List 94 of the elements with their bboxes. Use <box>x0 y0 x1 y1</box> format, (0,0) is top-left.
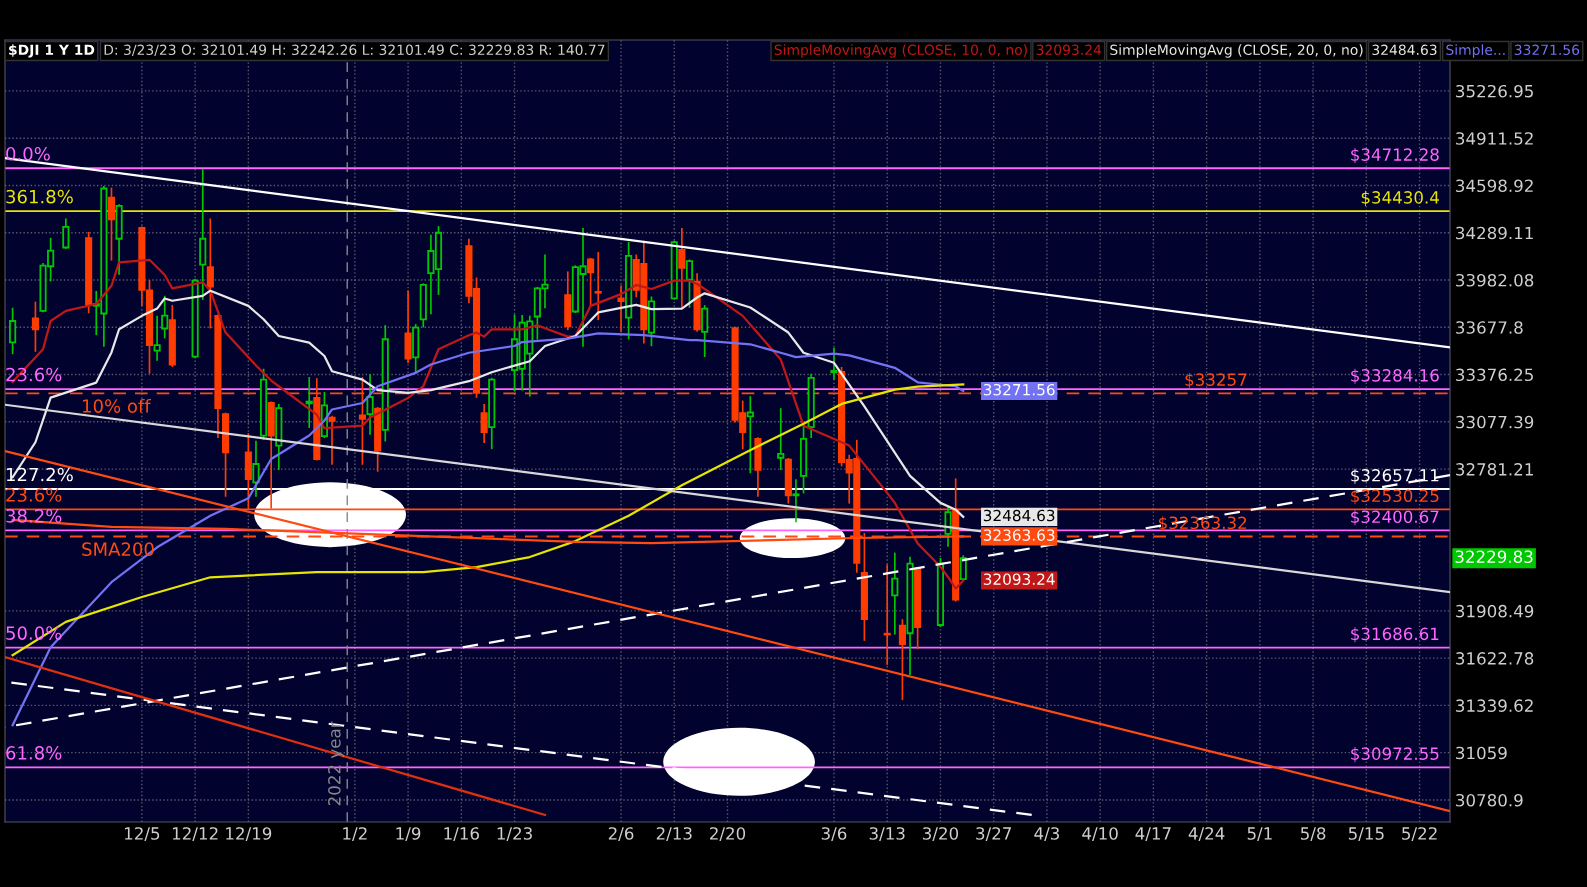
x-tick-label: 2/6 <box>608 827 634 842</box>
ref-line-label: $33257 <box>1185 373 1247 389</box>
candlestick <box>62 218 70 249</box>
candlestick <box>480 403 488 444</box>
candlestick <box>678 227 686 309</box>
y-tick-label: 30780.9 <box>1456 793 1523 807</box>
x-tick-label: 1/16 <box>444 827 479 842</box>
y-tick-label: 31908.49 <box>1456 604 1534 618</box>
annotation: 61.8% <box>6 746 62 760</box>
ref-line-label: $31686.61 <box>1351 627 1439 643</box>
candlestick <box>944 505 952 547</box>
y-tick-label: 33982.08 <box>1456 273 1534 287</box>
y-tick-label: 34911.52 <box>1456 132 1533 145</box>
x-tick-label: 4/17 <box>1135 827 1171 842</box>
data-label: 32363.63 <box>983 529 1055 541</box>
x-tick-label: 3/27 <box>976 827 1011 842</box>
y-tick-label: 31622.78 <box>1456 652 1534 665</box>
text: Simple... <box>1446 44 1505 58</box>
x-tick-label: 4/10 <box>1082 827 1118 842</box>
data-label: 32484.63 <box>983 509 1055 522</box>
x-tick-label: 3/13 <box>869 827 905 842</box>
text: SimpleMovingAvg (CLOSE, 20, 0, no) <box>1110 44 1363 58</box>
text: 32484.63 <box>1372 44 1437 56</box>
x-tick-label: 12/19 <box>226 827 272 842</box>
ref-line-label: $32400.67 <box>1351 510 1439 526</box>
candlestick <box>366 374 374 435</box>
x-tick-label: 5/22 <box>1402 827 1437 842</box>
x-tick-label: 5/15 <box>1348 827 1384 842</box>
annotation: 127.2% <box>6 467 73 482</box>
text: 32229.83 <box>1455 550 1533 564</box>
y-tick-label: 32781.21 <box>1456 463 1533 476</box>
x-tick-label: 5/1 <box>1247 827 1272 842</box>
x-tick-label: 5/8 <box>1300 827 1326 842</box>
chart-subtitle: D: 3/23/23 O: 32101.49 H: 32242.26 L: 32101.49 C: 32229.83 R: 140.77 <box>104 44 605 57</box>
y-tick-label: 33677.8 <box>1456 321 1523 334</box>
candlestick <box>305 377 313 428</box>
candlestick <box>594 252 602 321</box>
candlestick <box>587 257 595 307</box>
candlestick <box>328 415 336 465</box>
candlestick <box>153 315 161 361</box>
candlestick <box>898 619 906 701</box>
ref-line-label: 2022 year <box>328 721 344 806</box>
candlestick <box>31 301 39 352</box>
annotation: 23.6% <box>6 488 62 502</box>
x-tick-label: 2/20 <box>710 827 746 842</box>
x-tick-label: 3/20 <box>923 827 959 842</box>
x-tick-label: 12/12 <box>172 827 218 842</box>
ref-line-label: $32657.11 <box>1351 468 1439 484</box>
ref-line-label: $34712.28 <box>1351 147 1439 164</box>
candlestick <box>206 218 214 329</box>
y-tick-label: 34289.11 <box>1456 226 1533 240</box>
annotation: 38.2% <box>6 509 62 523</box>
candlestick <box>891 552 899 635</box>
data-label: 32093.24 <box>983 573 1055 585</box>
data-label: 33271.56 <box>983 383 1055 396</box>
candlestick <box>777 408 785 470</box>
candlestick <box>9 307 17 355</box>
candlestick <box>617 285 625 332</box>
candlestick <box>685 259 694 308</box>
x-tick-label: 4/24 <box>1188 827 1225 842</box>
candlestick <box>358 377 367 465</box>
ref-line-label: $30972.55 <box>1351 747 1439 763</box>
candlestick <box>830 347 838 380</box>
ref-line-label: $32363.32 <box>1158 516 1247 532</box>
y-tick-label: 34598.92 <box>1456 179 1533 193</box>
ref-line-label: $32530.25 <box>1351 489 1439 505</box>
x-tick-label: 1/23 <box>497 827 532 842</box>
chart-title: $DJI 1 Y 1D <box>9 44 95 58</box>
annotation: 0.0% <box>6 146 50 161</box>
annotation: 10% off <box>83 398 152 413</box>
x-tick-label: 2/13 <box>656 827 692 842</box>
y-tick-label: 31339.62 <box>1456 699 1533 712</box>
x-tick-label: 12/5 <box>125 827 160 842</box>
x-tick-label: 3/6 <box>821 827 847 842</box>
x-tick-label: 1/9 <box>396 827 421 842</box>
y-tick-label: 31059 <box>1456 746 1507 760</box>
text: SimpleMovingAvg (CLOSE, 10, 0, no) <box>774 44 1027 58</box>
y-tick-label: 35226.95 <box>1456 84 1533 98</box>
candlestick <box>107 187 116 261</box>
candlestick <box>161 295 169 339</box>
y-tick-label: 33376.25 <box>1456 368 1533 382</box>
text: 32093.24 <box>1036 44 1102 56</box>
annotation: 361.8% <box>6 189 73 204</box>
candlestick <box>252 440 260 497</box>
x-tick-label: 1/2 <box>343 827 367 842</box>
y-tick-label: 33077.39 <box>1456 415 1534 429</box>
annotation: SMA200 <box>82 542 154 557</box>
candlestick <box>746 396 754 474</box>
candlestick <box>701 305 709 358</box>
candlestick <box>792 479 800 523</box>
x-tick-label: 4/3 <box>1034 827 1059 842</box>
text: 33271.56 <box>1514 44 1580 56</box>
ref-line-label: $34430.4 <box>1361 190 1439 206</box>
ref-line-label: $33284.16 <box>1351 368 1439 384</box>
